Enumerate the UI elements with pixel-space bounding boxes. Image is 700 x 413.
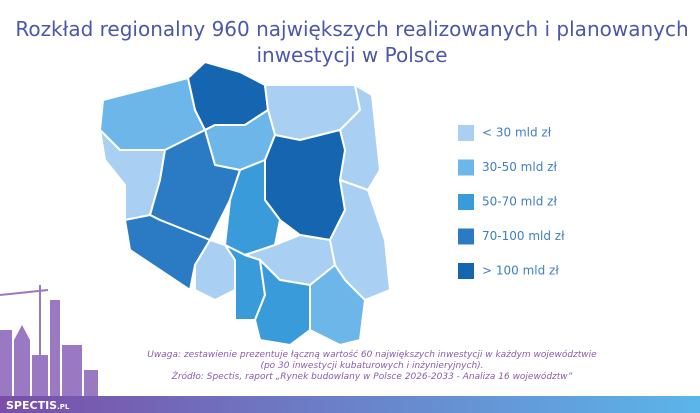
footer-bar xyxy=(0,396,700,413)
region xyxy=(309,264,366,346)
map xyxy=(99,61,391,346)
legend-label: 30-50 mld zł xyxy=(482,160,557,174)
legend: < 30 mld zł 30-50 mld zł 50-70 mld zł 70-10… xyxy=(458,125,565,279)
legend-label: 50-70 mld zł xyxy=(482,195,557,209)
legend-label: < 30 mld zł xyxy=(482,126,552,140)
legend-swatch xyxy=(458,194,474,210)
title-line: Rozkład regionalny 960 największych real… xyxy=(15,17,688,41)
note: Źródło: Spectis, raport „Rynek budowlany… xyxy=(171,370,573,382)
region xyxy=(254,259,311,346)
legend-label: 70-100 mld zł xyxy=(482,229,565,243)
skyline xyxy=(0,285,98,400)
brand: SPECTIS.PL xyxy=(6,399,70,412)
title-line: inwestycji w Polsce xyxy=(256,43,447,67)
legend-swatch xyxy=(458,159,474,176)
legend-swatch xyxy=(458,228,474,245)
brand-name: SPECTIS xyxy=(6,399,57,412)
note: (po 30 inwestycji kubaturowych i inżynie… xyxy=(260,361,483,371)
brand-suffix: .PL xyxy=(57,403,70,411)
legend-swatch xyxy=(458,263,474,279)
legend-swatch xyxy=(458,125,474,141)
note: Uwaga: zestawienie prezentuje łączną war… xyxy=(147,349,597,360)
legend-label: > 100 mld zł xyxy=(482,264,559,278)
